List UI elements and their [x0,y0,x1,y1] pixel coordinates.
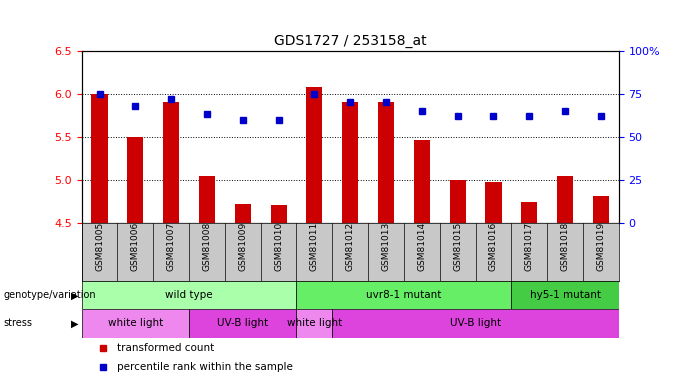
Text: white light: white light [107,318,163,328]
Text: ▶: ▶ [71,318,78,328]
Text: transformed count: transformed count [116,343,214,353]
Bar [342,102,358,223]
Bar [486,182,502,223]
Bar [82,309,189,338]
Text: ▶: ▶ [71,290,78,300]
Bar [378,102,394,223]
Bar [235,204,251,223]
Text: hy5-1 mutant: hy5-1 mutant [530,290,600,300]
Text: wild type: wild type [165,290,213,300]
Text: stress: stress [3,318,33,328]
Bar [189,309,296,338]
Bar [557,176,573,223]
Bar [163,102,180,223]
Bar [511,281,619,309]
Title: GDS1727 / 253158_at: GDS1727 / 253158_at [274,34,426,48]
Bar [521,202,537,223]
Bar [199,176,215,223]
Text: uvr8-1 mutant: uvr8-1 mutant [367,290,441,300]
Bar [333,309,619,338]
Text: percentile rank within the sample: percentile rank within the sample [116,362,292,372]
Text: white light: white light [287,318,342,328]
Bar [127,137,143,223]
Bar [91,94,107,223]
Text: genotype/variation: genotype/variation [3,290,96,300]
Bar [306,87,322,223]
Text: UV-B light: UV-B light [217,318,269,328]
Bar [82,281,296,309]
Text: UV-B light: UV-B light [450,318,501,328]
Bar [296,281,511,309]
Bar [296,309,333,338]
Bar [593,195,609,223]
Bar [413,140,430,223]
Bar [449,180,466,223]
Bar [271,205,287,223]
